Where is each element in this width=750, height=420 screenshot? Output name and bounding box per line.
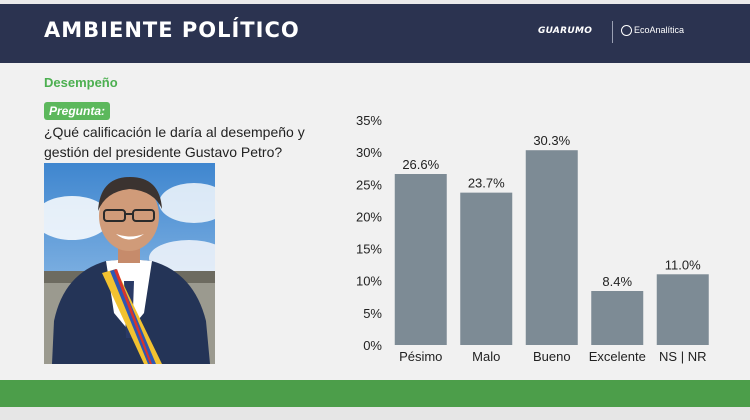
x-category-label: Bueno: [533, 349, 571, 364]
y-tick-label: 20%: [356, 209, 382, 224]
x-category-label: Malo: [472, 349, 500, 364]
bar: [394, 174, 447, 345]
bar-value-label: 26.6%: [402, 157, 439, 172]
question-label: Pregunta:: [44, 102, 111, 120]
bar: [460, 192, 513, 345]
y-tick-label: 0%: [363, 338, 382, 353]
bar: [656, 274, 709, 345]
bar: [591, 291, 644, 345]
footer-strip: [0, 407, 750, 420]
y-tick-label: 10%: [356, 274, 382, 289]
ecoanalitica-logo: EcoAnalítica: [634, 25, 685, 35]
page-title: AMBIENTE POLÍTICO: [44, 18, 300, 42]
ecoanalitica-icon: [621, 25, 632, 36]
y-tick-label: 35%: [356, 113, 382, 128]
bar-value-label: 23.7%: [468, 176, 505, 191]
y-tick-label: 15%: [356, 242, 382, 257]
bar-value-label: 30.3%: [533, 133, 570, 148]
footer-band: [0, 380, 750, 407]
header-bar: AMBIENTE POLÍTICO GUARUMO EcoAnalítica: [0, 0, 750, 63]
y-tick-label: 5%: [363, 306, 382, 321]
bar-chart: 0% 5% 10% 15% 20% 25% 30% 35% 26.6% Pésimo 23.7% Ma…: [356, 113, 709, 364]
x-category-label: Excelente: [589, 349, 646, 364]
bar-value-label: 11.0%: [665, 257, 701, 272]
question-text: ¿Qué calificación le daría al desempeño …: [44, 124, 305, 160]
x-category-label: NS | NR: [659, 349, 706, 364]
y-tick-label: 25%: [356, 177, 382, 192]
guarumo-logo: GUARUMO: [538, 26, 593, 36]
president-photo: [44, 163, 215, 364]
y-tick-label: 30%: [356, 145, 382, 160]
bar-value-label: 8.4%: [602, 274, 632, 289]
x-category-label: Pésimo: [399, 349, 442, 364]
brand-divider: [612, 21, 613, 43]
section-title: Desempeño: [44, 75, 118, 90]
bar: [525, 150, 578, 345]
